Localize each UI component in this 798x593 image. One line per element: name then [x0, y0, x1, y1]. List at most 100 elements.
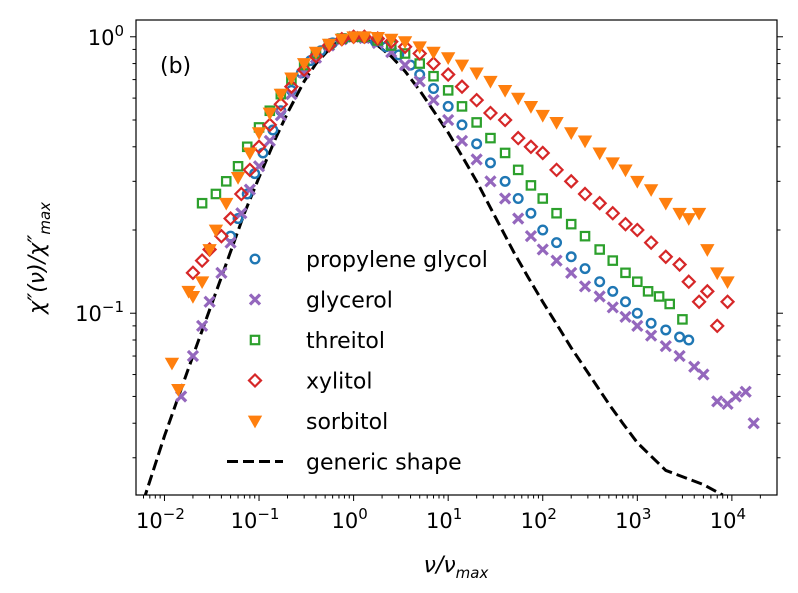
data-point-sorbitol — [171, 384, 186, 397]
data-point-glycerol — [729, 390, 742, 403]
data-point-sorbitol — [630, 175, 645, 189]
legend-label: threitol — [306, 329, 385, 354]
data-point-sorbitol — [251, 127, 267, 140]
data-point-glycerol — [224, 236, 237, 249]
data-point-propylene-glycol — [414, 69, 426, 81]
data-point-xylitol — [709, 318, 725, 334]
legend-entry-generic-shape: generic shape — [227, 451, 462, 476]
legend-label: propylene glycol — [306, 248, 488, 273]
x-tick-label: 101 — [426, 505, 462, 533]
data-point-xylitol — [296, 62, 312, 78]
axes: 10−2 10−1 100 101 102 103 104 10−1 100 — [75, 22, 783, 533]
x-axis-label: ν/νmax — [424, 553, 489, 582]
data-point-xylitol — [397, 39, 413, 55]
legend-entry-xylitol: xylitol — [247, 370, 372, 395]
x-axis-label-sub: max — [456, 564, 489, 582]
data-point-sorbitol — [700, 244, 715, 257]
data-point-propylene-glycol — [471, 138, 483, 150]
data-point-xylitol — [577, 186, 593, 202]
data-point-glycerol — [673, 349, 686, 363]
generic-shape-curve — [143, 35, 724, 495]
data-point-threitol — [512, 164, 524, 176]
data-point-propylene-glycol — [484, 157, 496, 169]
data-point-sorbitol — [681, 213, 696, 226]
data-point-glycerol — [536, 243, 549, 256]
data-point-xylitol — [681, 274, 697, 290]
data-point-glycerol — [484, 175, 497, 188]
data-point-threitol — [196, 197, 208, 209]
data-point-sorbitol — [308, 46, 324, 60]
data-point-threitol — [594, 244, 605, 255]
data-point-xylitol — [242, 162, 258, 178]
data-point-xylitol — [592, 195, 608, 211]
data-point-glycerol — [203, 295, 216, 308]
legend-entry-glycerol: glycerol — [248, 289, 393, 314]
x-tick-label: 103 — [615, 505, 651, 533]
legend-label: glycerol — [306, 289, 393, 314]
data-point-propylene-glycol — [660, 324, 672, 336]
data-point-propylene-glycol — [645, 317, 657, 329]
x-tick-label: 10−1 — [231, 505, 280, 533]
data-point-glycerol — [398, 58, 412, 72]
data-point-xylitol — [482, 105, 499, 121]
data-point-xylitol — [605, 205, 621, 221]
x-tick-label: 10−2 — [136, 505, 185, 533]
data-point-xylitol — [510, 130, 526, 146]
data-point-xylitol — [629, 222, 645, 238]
legend-swatch — [249, 253, 261, 265]
data-point-xylitol — [549, 162, 565, 178]
data-point-sorbitol — [202, 244, 217, 257]
data-point-glycerol — [215, 266, 228, 279]
data-point-glycerol — [512, 212, 525, 225]
x-tick-label: 100 — [331, 505, 367, 533]
data-point-sorbitol — [357, 31, 372, 45]
data-point-threitol — [399, 48, 411, 59]
data-point-propylene-glycol — [619, 296, 631, 308]
data-point-threitol — [471, 117, 482, 128]
data-point-threitol — [210, 188, 222, 200]
data-point-glycerol — [739, 385, 752, 398]
data-point-sorbitol — [454, 59, 470, 73]
series-glycerol — [174, 30, 760, 430]
data-point-glycerol — [565, 266, 578, 279]
data-point-sorbitol — [194, 276, 210, 290]
data-point-glycerol — [427, 93, 440, 107]
legend: propylene glycol glycerol threitol xylitol s… — [227, 248, 488, 476]
data-point-sorbitol — [426, 46, 441, 60]
y-axis-label: χ″(ν)/χ″max — [25, 202, 54, 315]
data-point-sorbitol — [334, 33, 349, 47]
data-point-glycerol — [455, 134, 469, 148]
data-point-sorbitol — [230, 171, 246, 185]
data-point-xylitol — [233, 186, 249, 202]
data-point-sorbitol — [185, 291, 201, 304]
data-point-sorbitol — [577, 135, 593, 149]
data-point-threitol — [499, 147, 511, 159]
data-point-propylene-glycol — [442, 100, 454, 112]
data-point-propylene-glycol — [512, 193, 524, 205]
data-point-threitol — [551, 207, 562, 219]
plot-area — [143, 29, 760, 495]
data-point-threitol — [232, 160, 244, 172]
data-point-xylitol — [535, 145, 551, 161]
data-point-sorbitol — [605, 157, 620, 171]
data-point-sorbitol — [412, 41, 427, 55]
data-point-glycerol — [498, 192, 512, 205]
legend-entry-threitol: threitol — [249, 329, 385, 354]
data-point-sorbitol — [497, 84, 513, 98]
legend-entry-sorbitol: sorbitol — [247, 410, 388, 435]
data-point-threitol — [642, 286, 654, 297]
data-point-propylene-glycol — [428, 82, 440, 94]
data-point-xylitol — [273, 96, 289, 112]
legend-entry-propylene-glycol: propylene glycol — [249, 248, 488, 273]
data-point-xylitol — [412, 45, 428, 62]
data-point-threitol — [442, 85, 454, 96]
data-point-sorbitol — [511, 92, 526, 106]
data-point-xylitol — [440, 67, 456, 83]
data-point-sorbitol — [284, 72, 299, 86]
y-tick-label: 10−1 — [75, 298, 124, 326]
panel-label: (b) — [160, 54, 191, 79]
data-point-sorbitol — [564, 127, 579, 140]
data-point-xylitol — [672, 256, 688, 273]
